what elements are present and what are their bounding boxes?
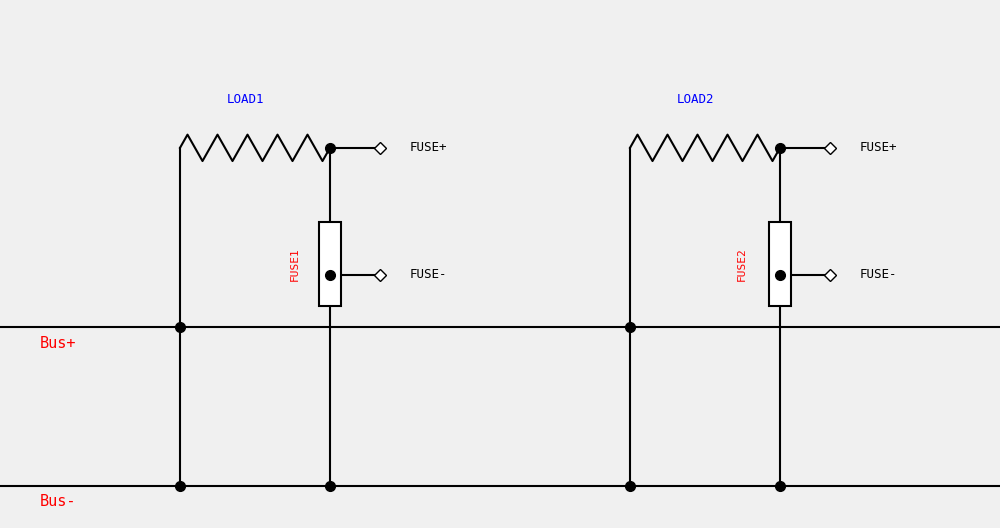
Text: Bus-: Bus- <box>40 494 76 509</box>
Bar <box>319 222 341 306</box>
Text: FUSE2: FUSE2 <box>737 247 747 281</box>
Text: FUSE-: FUSE- <box>860 268 898 281</box>
Text: FUSE+: FUSE+ <box>860 142 898 154</box>
Bar <box>769 222 791 306</box>
Text: Bus+: Bus+ <box>40 336 76 351</box>
Text: FUSE1: FUSE1 <box>290 247 300 281</box>
Text: LOAD2: LOAD2 <box>676 92 714 106</box>
Text: FUSE+: FUSE+ <box>410 142 448 154</box>
Text: LOAD1: LOAD1 <box>226 92 264 106</box>
Text: FUSE-: FUSE- <box>410 268 448 281</box>
